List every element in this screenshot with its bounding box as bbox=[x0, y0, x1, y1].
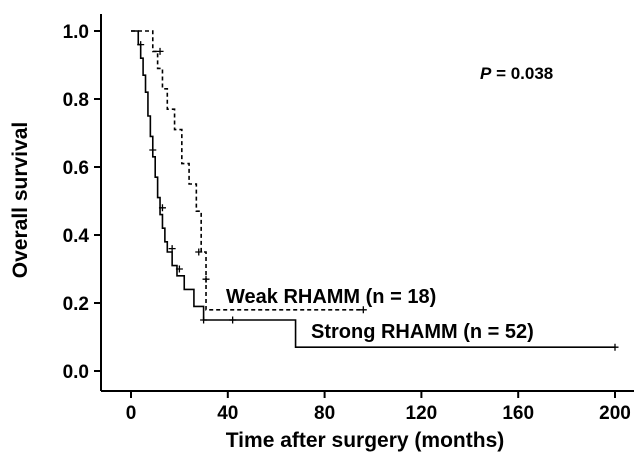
censor-mark-strong-rhamm bbox=[611, 343, 619, 351]
censor-mark-weak-rhamm bbox=[359, 306, 367, 314]
y-tick-label: 1.0 bbox=[63, 22, 89, 43]
x-tick-label: 160 bbox=[502, 403, 534, 424]
axes bbox=[100, 14, 634, 392]
series-label-weak-rhamm: Weak RHAMM (n = 18) bbox=[226, 286, 436, 308]
y-ticks: 0.0 0.2 0.4 0.6 0.8 1.0 bbox=[63, 22, 101, 383]
series-line-weak-rhamm bbox=[131, 30, 364, 311]
y-tick-label: 0.8 bbox=[63, 90, 89, 111]
censor-mark-strong-rhamm bbox=[168, 245, 176, 253]
censor-mark-weak-rhamm bbox=[195, 248, 203, 256]
series-label-strong-rhamm: Strong RHAMM (n = 52) bbox=[311, 321, 534, 343]
censor-mark-strong-rhamm bbox=[200, 316, 208, 324]
censor-mark-weak-rhamm bbox=[202, 275, 210, 283]
y-axis-title: Overall survival bbox=[9, 122, 32, 278]
censor-mark-weak-rhamm bbox=[156, 47, 164, 55]
y-tick-label: 0.4 bbox=[63, 226, 90, 247]
x-tick-label: 200 bbox=[599, 403, 631, 424]
x-tick-label: 0 bbox=[126, 403, 137, 424]
y-tick-label: 0.2 bbox=[63, 294, 89, 315]
y-tick-label: 0.6 bbox=[63, 158, 89, 179]
censor-mark-strong-rhamm bbox=[149, 146, 157, 154]
p-label: P bbox=[480, 64, 492, 83]
censor-mark-strong-rhamm bbox=[158, 204, 166, 212]
x-ticks: 0 40 80 120 160 200 bbox=[126, 391, 631, 424]
x-axis-title: Time after surgery (months) bbox=[226, 429, 505, 452]
p-value-annotation: P = 0.038 bbox=[480, 64, 553, 83]
x-tick-label: 80 bbox=[314, 403, 335, 424]
x-tick-label: 40 bbox=[217, 403, 238, 424]
x-tick-label: 120 bbox=[406, 403, 438, 424]
p-value: = 0.038 bbox=[491, 64, 553, 83]
y-tick-label: 0.0 bbox=[63, 362, 89, 383]
censor-mark-strong-rhamm bbox=[137, 41, 145, 49]
censor-mark-strong-rhamm bbox=[229, 316, 237, 324]
censor-mark-strong-rhamm bbox=[175, 265, 183, 273]
series-line-strong-rhamm bbox=[131, 30, 615, 348]
series-layer bbox=[131, 30, 619, 351]
